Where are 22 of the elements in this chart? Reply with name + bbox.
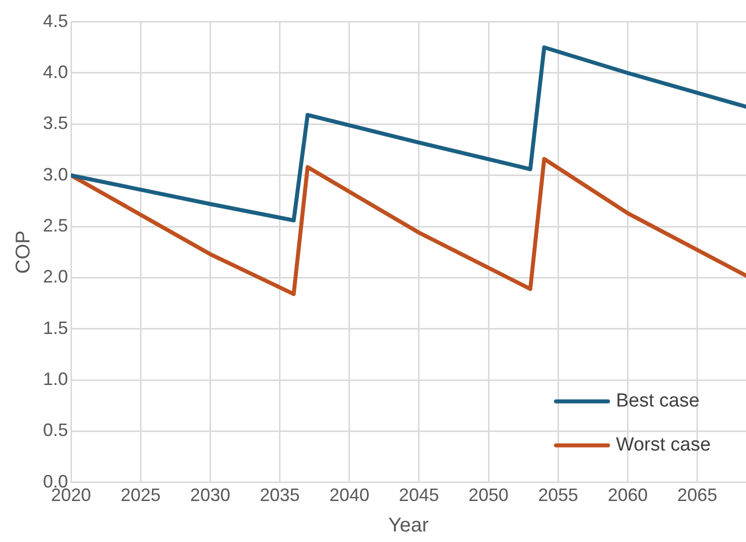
y-axis-title: COP: [12, 230, 35, 274]
x-tick-label: 2055: [538, 485, 578, 506]
legend-label: Worst case: [616, 434, 711, 456]
x-tick-label: 2030: [190, 485, 230, 506]
y-tick-label: 2.0: [42, 266, 68, 287]
y-tick-label: 1.5: [42, 318, 68, 338]
x-axis-title: Year: [388, 514, 430, 537]
y-tick-label: 4.5: [42, 10, 68, 31]
y-tick-label: 3.5: [42, 113, 68, 134]
y-tick-label: 4.0: [42, 62, 68, 82]
x-tick-label: 2040: [329, 485, 370, 506]
y-tick-label: 0.5: [42, 420, 68, 440]
x-tick-label: 2065: [677, 485, 718, 506]
legend-label: Best case: [616, 390, 700, 412]
y-tick-label: 2.5: [42, 215, 68, 236]
x-tick-label: 2050: [468, 485, 509, 506]
x-tick-label: 2025: [120, 485, 161, 506]
x-tick-label: 2045: [398, 485, 439, 506]
y-tick-label: 1.0: [42, 369, 68, 390]
y-tick-label: 3.0: [42, 164, 68, 184]
x-tick-label: 2060: [608, 485, 648, 506]
x-tick-label: 2035: [260, 485, 300, 506]
